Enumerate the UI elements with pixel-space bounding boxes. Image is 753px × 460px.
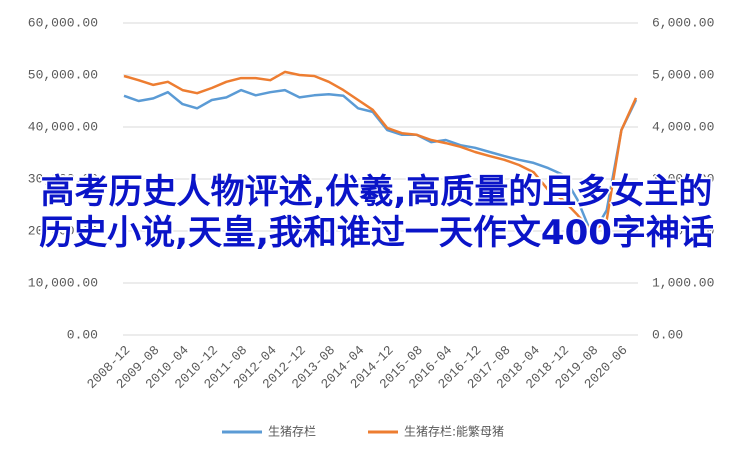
- y-tick-label: 40,000.00: [28, 119, 98, 134]
- y-tick-label: 60,000.00: [28, 15, 98, 30]
- y-tick-label: 10,000.00: [28, 275, 98, 290]
- overlay-title: 高考历史人物评述,伏羲,高质量的且多女主的历史小说,天皇,我和谁过一天作文400…: [39, 172, 714, 253]
- y2-tick-label: 2,000.00: [652, 223, 714, 238]
- y-tick-label: 50,000.00: [28, 67, 98, 82]
- y2-tick-label: 5,000.00: [652, 67, 714, 82]
- legend-label: 生猪存栏:能繁母猪: [404, 424, 504, 439]
- series-line: [123, 70, 638, 234]
- series-line: [123, 88, 638, 237]
- y2-tick-label: 6,000.00: [652, 15, 714, 30]
- legend-label: 生猪存栏: [268, 424, 316, 439]
- y2-tick-label: 4,000.00: [652, 119, 714, 134]
- y2-tick-label: 1,000.00: [652, 275, 714, 290]
- y2-tick-label: 0.00: [652, 327, 683, 342]
- y-tick-label: 30,000.00: [28, 171, 98, 186]
- y2-tick-label: 3,000.00: [652, 171, 714, 186]
- y-tick-label: 0.00: [67, 327, 98, 342]
- y-tick-label: 20,000.00: [28, 223, 98, 238]
